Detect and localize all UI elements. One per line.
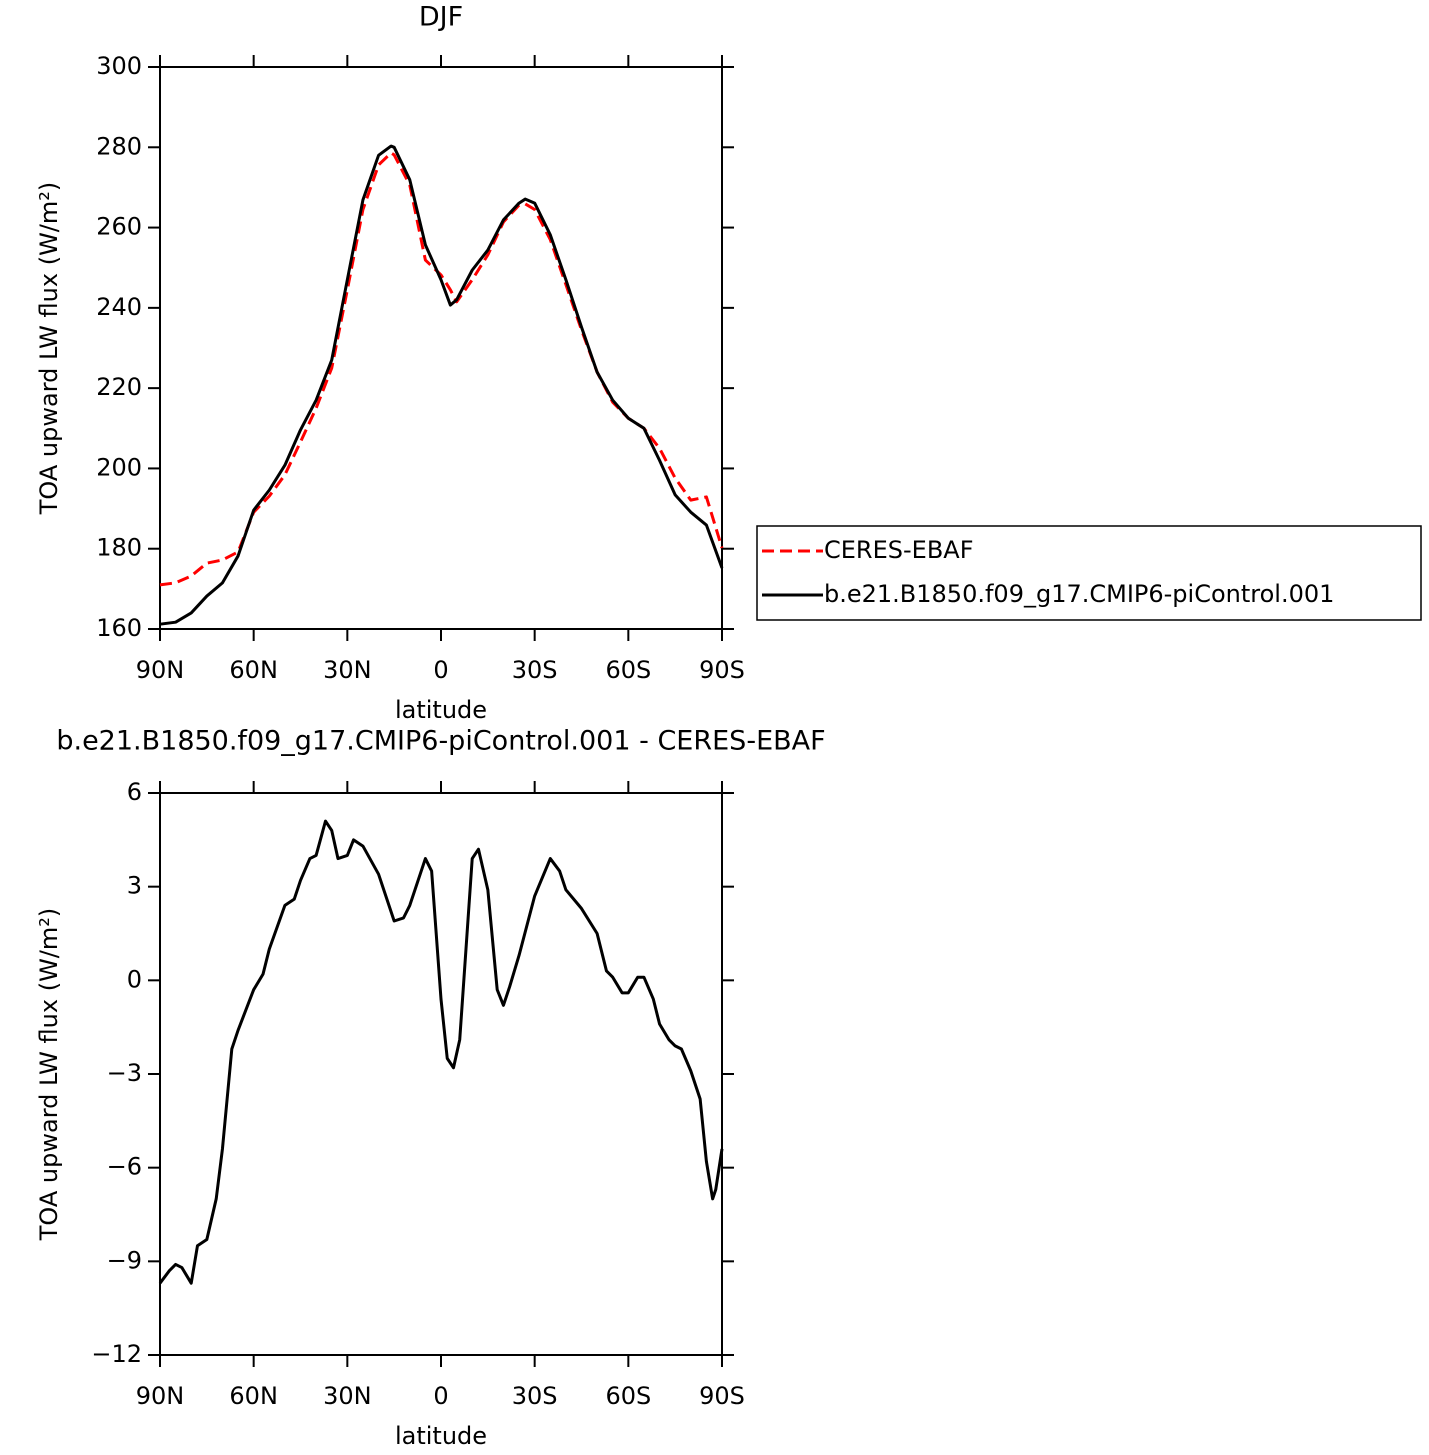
plot-frame [159, 66, 723, 630]
y-axis-label: TOA upward LW flux (W/m²) [35, 908, 63, 1242]
x-tick-label: 90N [136, 1382, 185, 1410]
y-tick-label: 220 [96, 373, 142, 401]
x-tick-label: 60S [605, 656, 651, 684]
x-tick-label: 30N [323, 656, 372, 684]
series-line [158, 819, 724, 1285]
legend-box [756, 525, 1422, 621]
series-line [159, 144, 724, 626]
y-tick-label: 200 [96, 453, 142, 481]
y-tick-label: 180 [96, 534, 142, 562]
y-tick-label: −9 [107, 1246, 142, 1274]
legend-label: CERES-EBAF [824, 536, 974, 564]
chart-title: DJF [419, 2, 463, 33]
chart-title: b.e21.B1850.f09_g17.CMIP6-piControl.001 … [56, 726, 825, 757]
x-tick-label: 60N [229, 1382, 278, 1410]
x-tick-label: 30S [512, 656, 558, 684]
y-tick-label: 240 [96, 293, 142, 321]
y-tick-label: 6 [127, 778, 142, 806]
y-tick-label: −3 [107, 1059, 142, 1087]
y-tick-label: 0 [127, 965, 142, 993]
x-tick-label: 60N [229, 656, 278, 684]
y-axis-label: TOA upward LW flux (W/m²) [35, 182, 63, 516]
y-tick-label: −12 [91, 1340, 142, 1368]
y-tick-label: 300 [96, 52, 142, 80]
y-tick-label: 260 [96, 213, 142, 241]
x-tick-label: 90S [699, 656, 745, 684]
x-tick-label: 90S [699, 1382, 745, 1410]
x-axis-label: latitude [395, 1422, 487, 1450]
y-tick-label: −6 [107, 1153, 142, 1181]
y-tick-label: 280 [96, 132, 142, 160]
x-tick-label: 30S [512, 1382, 558, 1410]
y-tick-label: 160 [96, 614, 142, 642]
legend-label: b.e21.B1850.f09_g17.CMIP6-piControl.001 [824, 580, 1334, 608]
x-tick-label: 30N [323, 1382, 372, 1410]
y-tick-label: 3 [127, 872, 142, 900]
x-tick-label: 0 [433, 656, 448, 684]
x-tick-label: 0 [433, 1382, 448, 1410]
x-tick-label: 60S [605, 1382, 651, 1410]
x-tick-label: 90N [136, 656, 185, 684]
series-line [159, 151, 724, 587]
x-axis-label: latitude [395, 696, 487, 724]
plot-frame [159, 792, 723, 1356]
